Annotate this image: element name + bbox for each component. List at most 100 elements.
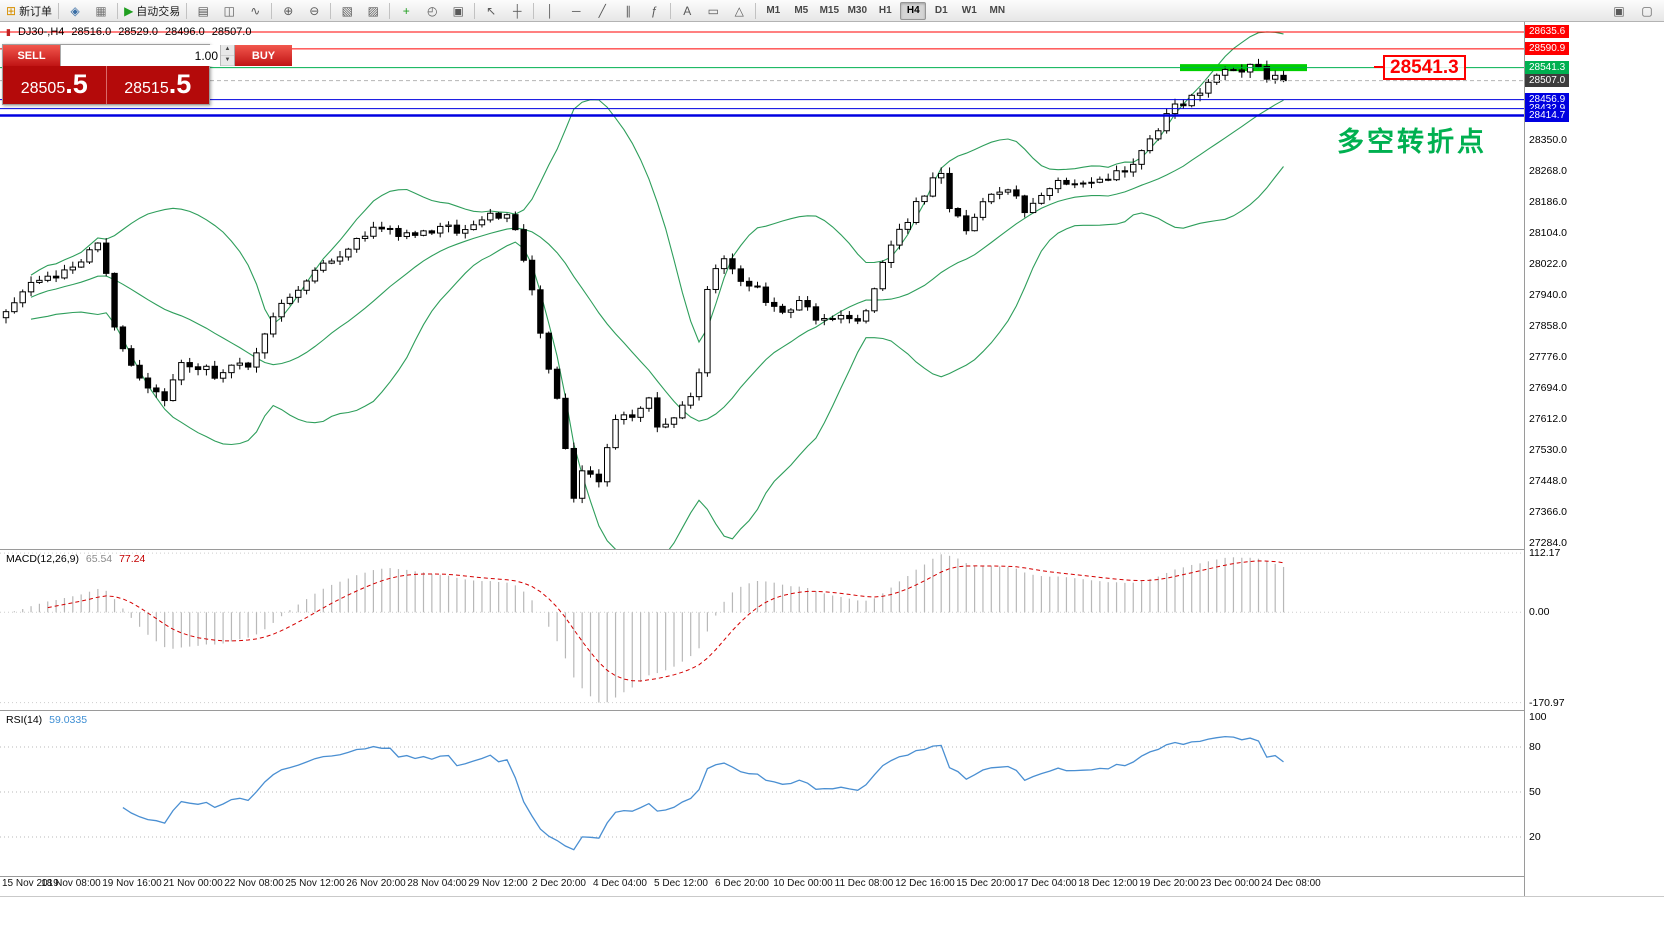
line-chart-button[interactable]: ∿ <box>242 1 268 21</box>
bollinger-middle-band <box>30 99 1284 422</box>
sell-price[interactable]: 28505.5 <box>20 69 88 99</box>
zoom-in-button[interactable]: ⊕ <box>275 1 301 21</box>
price-line-tag: 28590.9 <box>1525 41 1570 55</box>
expand-window-button[interactable]: ▢ <box>1641 4 1653 18</box>
indicators-button[interactable]: + <box>393 1 419 21</box>
time-axis-label: 19 Nov 16:00 <box>102 878 162 889</box>
time-axis-label: 23 Dec 00:00 <box>1200 878 1260 889</box>
tile-windows-button[interactable]: ▧ <box>334 1 360 21</box>
price-scale-border <box>1524 22 1525 896</box>
timeframe-h1-button[interactable]: H1 <box>878 5 892 16</box>
time-axis-label: 12 Dec 16:00 <box>895 878 955 889</box>
chart-window-button[interactable]: ▣ <box>1613 4 1625 18</box>
horizontal-line-button[interactable]: ─ <box>563 1 589 21</box>
time-axis-label: 28 Nov 04:00 <box>407 878 467 889</box>
price-callout: 28541.3 <box>1374 55 1466 80</box>
options-icon: ▦ <box>95 3 107 18</box>
shapes-button[interactable]: △ <box>726 1 752 21</box>
price-line-tag: 28635.6 <box>1525 25 1570 39</box>
fibonacci-button[interactable]: ƒ <box>641 1 667 21</box>
crosshair-button[interactable]: ┼ <box>504 1 530 21</box>
metaeditor-button[interactable]: ◈ <box>62 1 88 21</box>
time-axis[interactable]: 15 Nov 2019 18 Nov 08:00 19 Nov 16:00 21 No… <box>0 878 1524 894</box>
rsi-axis-label: 20 <box>1529 831 1541 843</box>
timeframe-mn-button[interactable]: MN <box>989 5 1006 16</box>
timeframe-m30-button[interactable]: M30 <box>847 5 868 16</box>
buy-button[interactable]: BUY <box>235 45 292 66</box>
candlestick-chart-icon: ◫ <box>223 3 235 18</box>
toolbar-separator <box>474 2 476 19</box>
cursor-button[interactable]: ↖ <box>478 1 504 21</box>
volume-up-button[interactable]: ▲ <box>221 45 234 56</box>
bar-chart-icon: ▤ <box>197 3 209 18</box>
timeframe-h4-button[interactable]: H4 <box>900 1 927 20</box>
price-axis-label: 27694.0 <box>1529 381 1567 394</box>
time-axis-label: 18 Nov 08:00 <box>41 878 101 889</box>
panel-separator[interactable] <box>0 710 1664 711</box>
buy-price[interactable]: 28515.5 <box>105 66 210 104</box>
bollinger-lower-band <box>30 166 1284 549</box>
timeframe-m5-button[interactable]: M5 <box>794 5 809 16</box>
shapes-icon: △ <box>734 3 744 18</box>
price-axis-label: 28186.0 <box>1529 195 1567 208</box>
macd-signal-line <box>47 560 1284 682</box>
main-chart[interactable] <box>0 22 1524 549</box>
templates-button[interactable]: ▣ <box>445 1 471 21</box>
price-axis-label: 27448.0 <box>1529 474 1567 487</box>
price-scale[interactable]: 28350.0 28268.0 28186.0 28104.0 28022.0 27940… <box>1525 22 1664 896</box>
auto-arrange-button[interactable]: ▨ <box>360 1 386 21</box>
bar-chart-button[interactable]: ▤ <box>190 1 216 21</box>
trendline-icon: ╱ <box>598 3 606 18</box>
chart-icon: ▮ <box>6 26 11 37</box>
ohlc-header: ▮ DJ30-,H4 28516.0 28529.0 28496.0 28507… <box>6 26 251 38</box>
toolbar-separator <box>755 2 757 19</box>
timeframe-d1-button[interactable]: D1 <box>934 5 948 16</box>
time-axis-label: 4 Dec 04:00 <box>593 878 647 889</box>
text-button[interactable]: A <box>674 1 700 21</box>
timeframe-m1-button[interactable]: M1 <box>766 5 781 16</box>
rsi-value: 59.0335 <box>49 714 88 726</box>
new-order-button[interactable]: ⊞ 新订单 <box>3 1 55 21</box>
close-value: 28507.0 <box>211 26 252 38</box>
cursor-icon: ↖ <box>486 3 497 18</box>
price-axis-label: 27530.0 <box>1529 443 1567 456</box>
rsi-indicator-label: RSI(14) 59.0335 <box>6 714 88 726</box>
current-price-tag: 28507.0 <box>1525 73 1570 87</box>
panel-separator[interactable] <box>0 549 1664 550</box>
autotrading-button[interactable]: ▶ 自动交易 <box>121 1 183 21</box>
zoom-out-button[interactable]: ⊖ <box>301 1 327 21</box>
options-button[interactable]: ▦ <box>88 1 114 21</box>
timeframe-m15-button[interactable]: M15 <box>819 5 840 16</box>
horizontal-line-icon: ─ <box>572 3 581 18</box>
macd-panel[interactable] <box>0 550 1524 710</box>
price-axis-label: 27612.0 <box>1529 412 1567 425</box>
volume-input[interactable] <box>61 45 220 66</box>
periods-button[interactable]: ◴ <box>419 1 445 21</box>
auto-arrange-icon: ▨ <box>367 3 379 18</box>
label-button[interactable]: ▭ <box>700 1 726 21</box>
toolbar-separator <box>117 2 119 19</box>
channel-icon: ∥ <box>625 3 632 18</box>
price-axis-label: 28104.0 <box>1529 226 1567 239</box>
toolbar-separator <box>670 2 672 19</box>
bollinger-upper-band <box>30 31 1284 344</box>
time-axis-label: 17 Dec 04:00 <box>1017 878 1077 889</box>
rsi-panel[interactable] <box>0 711 1524 876</box>
volume-down-button[interactable]: ▼ <box>221 55 234 66</box>
label-icon: ▭ <box>707 3 719 18</box>
timeframe-w1-button[interactable]: W1 <box>961 5 977 16</box>
time-axis-label: 15 Dec 20:00 <box>956 878 1016 889</box>
rsi-line <box>122 735 1284 851</box>
channel-button[interactable]: ∥ <box>615 1 641 21</box>
zoom-in-icon: ⊕ <box>283 3 294 18</box>
time-axis-label: 18 Dec 12:00 <box>1078 878 1138 889</box>
vertical-line-button[interactable]: │ <box>537 1 563 21</box>
indicators-icon: + <box>402 3 410 18</box>
candles-layer <box>2 58 1287 504</box>
time-axis-label: 26 Nov 20:00 <box>346 878 406 889</box>
chart-annotation-text: 多空转折点 <box>1337 127 1487 157</box>
price-axis-label: 27366.0 <box>1529 505 1567 518</box>
sell-button[interactable]: SELL <box>3 45 60 66</box>
candlestick-chart-button[interactable]: ◫ <box>216 1 242 21</box>
trendline-button[interactable]: ╱ <box>589 1 615 21</box>
